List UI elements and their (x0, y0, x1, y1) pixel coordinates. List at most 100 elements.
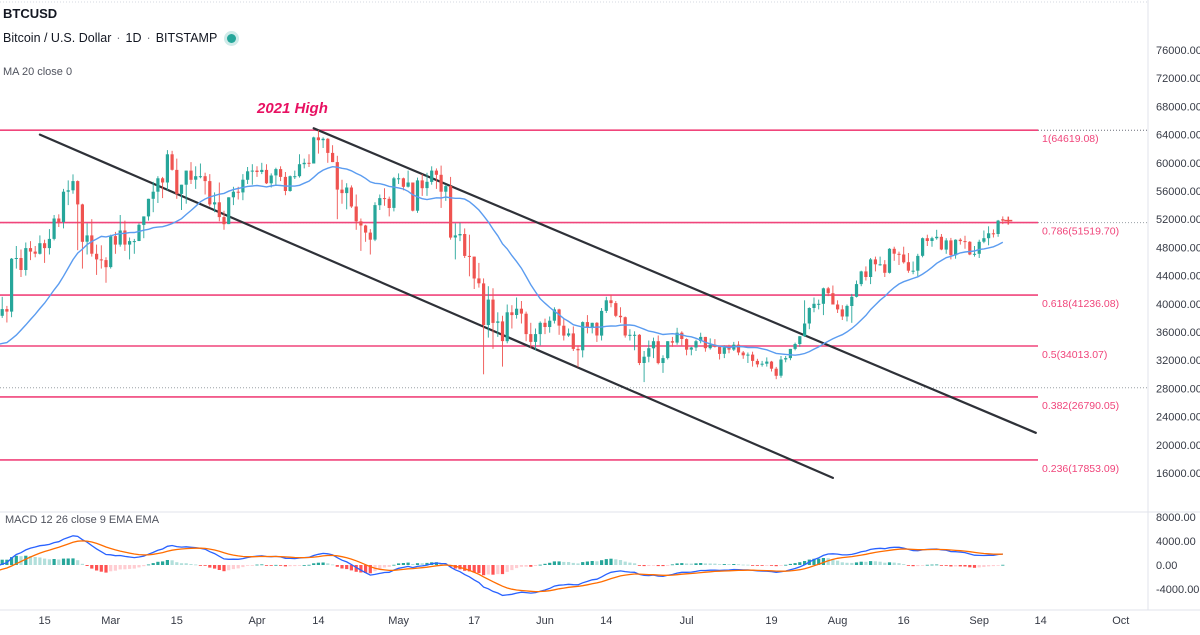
candle (845, 305, 849, 317)
candle (769, 361, 774, 369)
macd-histogram-bar (982, 565, 986, 567)
candle (307, 162, 311, 164)
channel-upper-trendline[interactable] (312, 127, 1037, 434)
market-status-dot[interactable] (227, 33, 237, 43)
price-tick-label: 64000.00 (1156, 130, 1200, 142)
candle (123, 230, 127, 245)
macd-histogram-bar (609, 558, 613, 565)
macd-histogram-bar (326, 563, 330, 565)
candle (194, 176, 198, 180)
candle (798, 336, 802, 344)
macd-histogram-bar (543, 563, 547, 565)
macd-histogram-bar (19, 556, 23, 565)
candle (722, 347, 726, 354)
macd-histogram-bar (264, 565, 269, 566)
candle (793, 344, 797, 349)
price-tick-label: 48000.00 (1156, 242, 1200, 254)
candle (250, 170, 254, 172)
candle (788, 348, 792, 359)
channel-lower-trendline[interactable] (38, 133, 835, 479)
macd-histogram-bar (397, 563, 401, 565)
fib-level-label: 0.786(51519.70) (1042, 226, 1119, 238)
candle (533, 334, 538, 342)
macd-histogram-bar (911, 565, 915, 567)
macd-signal-line (0, 540, 1003, 593)
macd-histogram-bar (66, 558, 70, 565)
price-tick-label: 52000.00 (1156, 214, 1200, 226)
macd-histogram-bar (486, 565, 490, 575)
interval-label[interactable]: 1D (125, 31, 142, 45)
candle (892, 248, 896, 254)
macd-histogram-bar (713, 563, 717, 565)
candle (609, 300, 613, 304)
macd-histogram-bar (869, 561, 873, 565)
macd-histogram-bar (269, 565, 273, 566)
macd-histogram-bar (987, 565, 991, 567)
macd-histogram-bar (142, 565, 146, 567)
macd-histogram-bar (703, 563, 707, 565)
macd-histogram-bar (784, 564, 788, 566)
candle (453, 235, 457, 238)
fib-level-label: 0.5(34013.07) (1042, 349, 1107, 361)
candle (255, 170, 259, 172)
macd-histogram-bar (472, 565, 476, 573)
macd-histogram-bar (24, 555, 28, 565)
macd-histogram-bar (944, 565, 948, 566)
candle (368, 232, 372, 240)
macd-histogram-bar (689, 563, 693, 565)
symbol-title[interactable]: BTCUSD (3, 6, 58, 21)
macd-histogram-bar (222, 565, 226, 572)
macd-histogram-bar (0, 559, 4, 565)
macd-histogram-bar (699, 563, 703, 565)
candle (104, 260, 108, 268)
indicator-ma-legend[interactable]: MA 20 close 0 (3, 66, 73, 78)
macd-histogram-bar (161, 561, 165, 565)
candle (434, 170, 438, 175)
candle (321, 138, 325, 141)
macd-axis[interactable]: 8000.00 4000.00 0.00 -4000.00 (1156, 512, 1199, 596)
candle (113, 236, 117, 245)
candle (10, 258, 14, 312)
price-tick-label: 16000.00 (1156, 468, 1200, 480)
candle (666, 341, 670, 359)
candle (99, 259, 103, 261)
candle (80, 204, 84, 242)
annotation-2021-high[interactable]: 2021 High (257, 100, 328, 117)
time-tick-label: 15 (38, 615, 50, 627)
macd-histogram-bar (227, 565, 231, 571)
candle (685, 339, 689, 350)
macd-histogram-bar (425, 562, 429, 565)
macd-histogram-bar (510, 565, 514, 571)
indicator-macd-legend[interactable]: MACD 12 26 close 9 EMA EMA (5, 514, 160, 526)
macd-histogram-bar (283, 565, 287, 567)
candle (165, 154, 169, 183)
macd-histogram-bar (241, 565, 245, 568)
candle (326, 138, 330, 153)
macd-histogram-bar (623, 561, 627, 565)
macd-histogram-bar (925, 564, 929, 566)
candle (925, 238, 929, 241)
macd-histogram-bar (746, 564, 750, 566)
fib-retracement[interactable]: 1(64619.08) 0.786(51519.70) 0.618(41236.08… (0, 129, 1119, 475)
time-axis[interactable]: 15 Mar 15 Apr 14 May 17 Jun 14 Jul 19 Aug 16 Sep 14 Oct (38, 615, 1129, 627)
candle (132, 241, 136, 243)
macd-histogram-bar (288, 565, 292, 567)
price-axis[interactable]: 76000.00 72000.00 68000.00 64000.00 60000.00… (1156, 45, 1200, 480)
candle (118, 230, 122, 245)
macd-histogram-bar (236, 565, 240, 569)
symbol-description-row[interactable]: Bitcoin / U.S. Dollar · 1D · BITSTAMP (3, 31, 237, 45)
candle (878, 264, 882, 266)
candle (921, 238, 925, 256)
fib-level-label: 0.618(41236.08) (1042, 298, 1119, 310)
ma20-line[interactable] (0, 165, 1004, 356)
candle-series (0, 130, 1005, 383)
candle (689, 347, 693, 350)
candle (449, 186, 453, 238)
macd-histogram-bar (38, 557, 42, 565)
macd-histogram-bar (151, 563, 155, 565)
candle (515, 308, 519, 315)
macd-histogram-bar (401, 563, 405, 565)
macd-histogram-bar (850, 562, 854, 565)
time-tick-label: Jun (536, 615, 554, 627)
